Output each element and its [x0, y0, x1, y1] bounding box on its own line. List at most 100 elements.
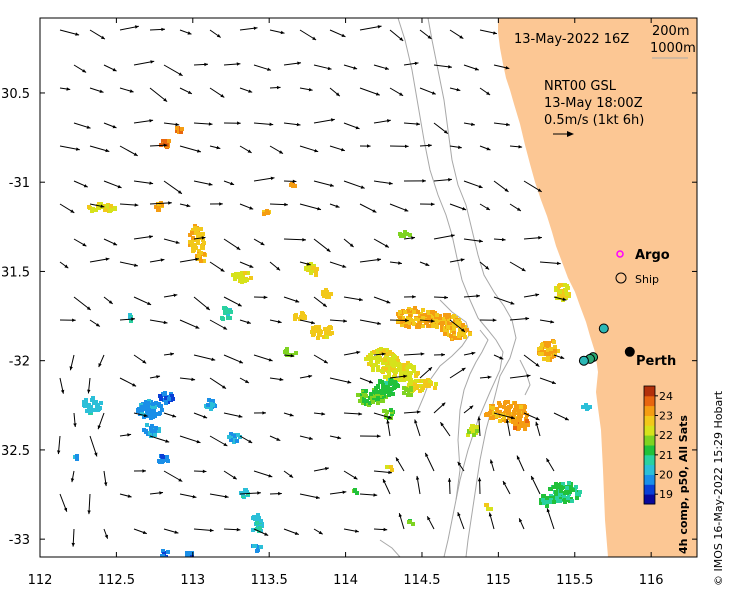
sst-pixel [556, 483, 560, 487]
current-arrow-head-icon [560, 355, 565, 359]
current-arrow-head-icon [262, 411, 266, 415]
current-arrow-head-icon [367, 144, 371, 148]
current-arrow-head-icon [404, 208, 409, 212]
sst-pixel [421, 316, 425, 320]
sst-pixel [553, 349, 557, 353]
current-arrow-head-icon [450, 234, 455, 238]
sst-pixel [146, 401, 150, 405]
sst-pixel [558, 499, 562, 503]
sst-pixel [166, 459, 170, 463]
sst-pixel [552, 485, 556, 489]
sst-pixel [431, 324, 435, 328]
lon-tick-label: 113.5 [251, 573, 288, 588]
sst-pixel [228, 316, 232, 320]
current-arrow-head-icon [388, 415, 392, 419]
current-arrow-head-icon [471, 351, 476, 356]
current-arrow-head-icon [220, 268, 225, 272]
sst-pixel [328, 332, 332, 336]
current-arrow-head-icon [70, 209, 75, 213]
current-arrow-head-icon [349, 243, 354, 247]
current-arrow-head-icon [201, 236, 206, 240]
sst-pixel [561, 482, 565, 486]
current-arrow-head-icon [132, 383, 137, 387]
current-arrow-head-icon [399, 92, 404, 96]
sst-pixel [161, 459, 165, 463]
current-arrow-head-icon [279, 150, 283, 154]
sst-pixel [452, 323, 456, 327]
sst-pixel [469, 427, 473, 431]
current-arrow-head-icon [489, 459, 494, 464]
sst-pixel [513, 408, 517, 412]
sst-pixel [258, 526, 262, 530]
sst-pixel [327, 326, 331, 330]
sst-pixel [231, 273, 235, 277]
sst-pixel [327, 329, 331, 333]
sst-pixel [552, 340, 556, 344]
current-arrow-head-icon [117, 184, 122, 189]
sst-pixel [397, 364, 401, 368]
sst-pixel [188, 233, 192, 237]
sst-pixel [438, 316, 442, 320]
current-arrow-head-icon [276, 437, 281, 441]
sst-pixel [175, 126, 179, 130]
current-arrow-head-icon [377, 258, 381, 262]
sst-pixel [452, 331, 456, 335]
sst-pixel [565, 292, 569, 296]
sst-pixel [519, 405, 523, 409]
sst-pixel [457, 323, 461, 327]
sst-pixel [558, 290, 562, 294]
sst-pixel [522, 424, 526, 428]
current-arrow-head-icon [388, 181, 393, 185]
sst-pixel [562, 495, 566, 499]
sst-pixel [201, 246, 205, 250]
sst-pixel [523, 427, 527, 431]
sst-pixel [233, 277, 237, 281]
sst-pixel [427, 315, 431, 319]
current-arrow-head-icon [355, 126, 360, 130]
sst-pixel [406, 374, 410, 378]
sst-pixel [522, 410, 526, 414]
current-arrow-head-icon [211, 357, 216, 361]
date-label: 13-May-2022 16Z [514, 32, 629, 47]
current-arrow-head-icon [245, 379, 249, 383]
current-arrow-head-icon [384, 244, 389, 248]
sst-pixel [364, 389, 368, 393]
sst-pixel [103, 208, 107, 212]
colorbar-segment [644, 415, 655, 426]
sst-pixel [255, 549, 259, 553]
sst-pixel [87, 403, 91, 407]
current-arrow-head-icon [314, 149, 319, 153]
sst-pixel [312, 332, 316, 336]
current-arrow-head-icon [187, 31, 192, 35]
current-arrow-head-icon [353, 66, 358, 70]
sst-pixel [513, 426, 517, 430]
sst-pixel [581, 405, 585, 409]
current-arrow-head-icon [342, 264, 347, 268]
current-arrow-head-icon [105, 257, 110, 261]
sst-pixel [376, 396, 380, 400]
lon-tick-label: 115.5 [556, 573, 593, 588]
current-arrow-head-icon [72, 318, 76, 322]
depth-contour [519, 359, 531, 396]
sst-pixel [223, 311, 227, 315]
sst-pixel [151, 402, 155, 406]
sst-pixel [243, 278, 247, 282]
current-arrow-head-icon [353, 475, 358, 480]
current-arrow-head-icon [97, 425, 101, 430]
sst-pixel [563, 288, 567, 292]
current-arrow-head-icon [440, 422, 444, 427]
current-arrow-head-icon [296, 122, 301, 127]
sst-pixel [405, 232, 409, 236]
current-arrow-head-icon [297, 61, 301, 65]
colorbar: 24 23 22 21 20 19 [643, 385, 673, 505]
sst-pixel [426, 324, 430, 328]
sst-pixel [409, 310, 413, 314]
sst-pixel [157, 412, 161, 416]
sst-pixel [202, 259, 206, 263]
sst-pixel [488, 411, 492, 415]
current-arrow-head-icon [373, 493, 378, 497]
sst-pixel [559, 485, 563, 489]
sst-pixel [91, 207, 95, 211]
current-arrow-head-icon [268, 474, 273, 478]
